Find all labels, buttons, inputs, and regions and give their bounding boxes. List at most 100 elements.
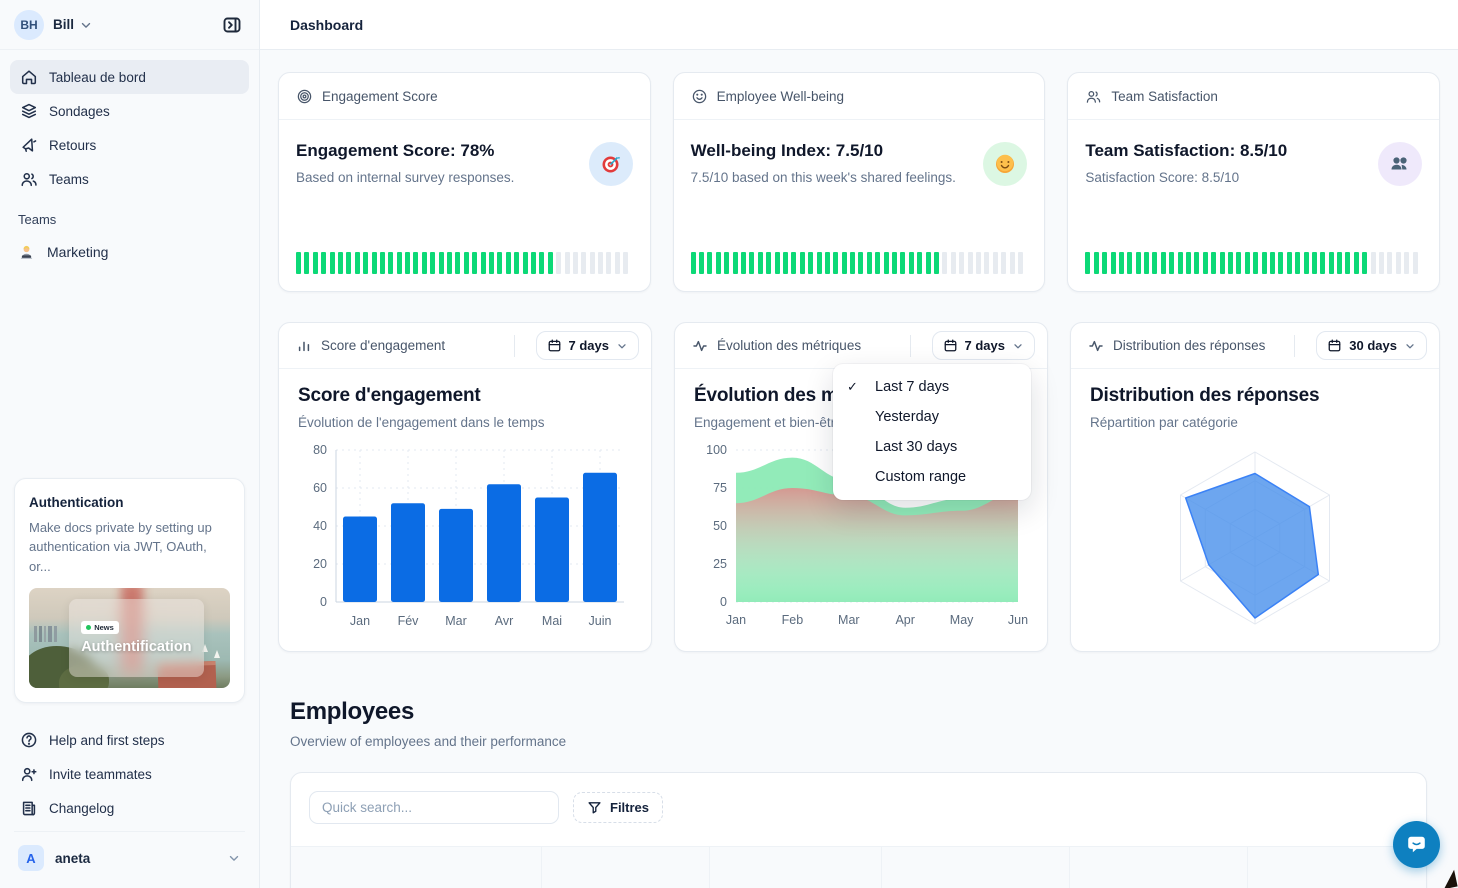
funnel-icon [587, 800, 602, 815]
help-circle-icon [20, 731, 38, 749]
teams-section-label: Teams [18, 212, 57, 227]
sidebar-item-label: Tableau de bord [49, 69, 146, 85]
calendar-icon [1327, 338, 1342, 353]
svg-text:Fév: Fév [398, 614, 420, 628]
stat-card-body: Engagement Score: 78% Based on internal … [279, 120, 650, 291]
workspace-name[interactable]: Bill [53, 17, 75, 32]
chart-card-body: Distribution des réponses Répartition pa… [1071, 369, 1439, 642]
promo-card-authentication[interactable]: Authentication Make docs private by sett… [14, 477, 245, 703]
svg-text:100: 100 [706, 443, 727, 457]
chevron-down-icon [616, 340, 628, 352]
chat-bubble-icon [1408, 836, 1425, 853]
svg-text:25: 25 [713, 557, 727, 571]
chart-card-body: Évolution des métriques Engagement et bi… [675, 369, 1047, 647]
sidebar-item-invite[interactable]: Invite teammates [10, 757, 249, 791]
svg-text:80: 80 [313, 443, 327, 457]
sidebar-footer: Help and first steps Invite teammates Ch… [0, 717, 259, 825]
column-header-team[interactable]: Team [541, 847, 709, 888]
employees-title: Employees [290, 698, 415, 725]
stat-subtitle: Satisfaction Score: 8.5/10 [1085, 170, 1240, 185]
metrics-area-chart: 0 25 50 75 100 Jan Feb Mar Apr May Jun [706, 443, 1028, 627]
activity-icon [692, 338, 708, 354]
activity-icon [1088, 338, 1104, 354]
account-row[interactable]: A aneta [10, 836, 249, 880]
sidebar-item-retours[interactable]: Retours [10, 128, 249, 162]
chart-subtitle: Évolution de l'engagement dans le temps [298, 415, 545, 430]
chart-subtitle: Répartition par catégorie [1090, 415, 1238, 430]
chart-card-header-label: Distribution des réponses [1113, 338, 1266, 353]
sidebar: BH Bill Tableau de bord Sondages Retours [0, 0, 260, 888]
chart-card-header: Score d'engagement 7 days [279, 323, 651, 369]
bar-chart-icon [296, 338, 312, 354]
calendar-icon [547, 338, 562, 353]
menu-item[interactable]: Yesterday [875, 409, 939, 425]
stat-card-body: Team Satisfaction: 8.5/10 Satisfaction S… [1068, 120, 1439, 291]
column-header-position[interactable]: Position [709, 847, 881, 888]
svg-text:Juin: Juin [589, 614, 612, 628]
sidebar-bottom: Authentication Make docs private by sett… [0, 464, 259, 888]
account-name: aneta [55, 850, 91, 866]
chart-card-score: Score d'engagement 7 days Score d'engage… [278, 322, 652, 652]
stat-subtitle: Based on internal survey responses. [296, 170, 515, 185]
panel-collapse-icon [223, 17, 241, 32]
stat-title: Well-being Index: 7.5/10 [690, 141, 884, 160]
column-header-user[interactable]: User [291, 847, 541, 888]
chat-launcher-button[interactable] [1393, 821, 1440, 868]
svg-text:20: 20 [313, 557, 327, 571]
sidebar-item-label: Retours [49, 137, 97, 153]
sidebar-item-help[interactable]: Help and first steps [10, 723, 249, 757]
workspace-row: BH Bill [0, 0, 259, 50]
menu-item[interactable]: Custom range [875, 469, 967, 485]
column-header-tasks[interactable]: Tasks [1247, 847, 1426, 888]
layers-icon [20, 102, 38, 120]
svg-text:75: 75 [713, 481, 727, 495]
sidebar-item-sondages[interactable]: Sondages [10, 94, 249, 128]
promo-title: Authentication [29, 494, 124, 510]
column-header-performance[interactable]: Performance [1069, 847, 1247, 888]
distribution-radar-chart [1180, 451, 1330, 625]
range-selector[interactable]: 7 days [931, 331, 1035, 360]
stat-card-header: Engagement Score [279, 73, 650, 120]
column-header-participation[interactable]: Participation [881, 847, 1069, 888]
stat-cards-row: Engagement Score Engagement Score: 78% B… [278, 72, 1441, 292]
workspace-avatar[interactable]: BH [14, 9, 44, 40]
chart-title: Distribution des réponses [1090, 385, 1320, 406]
svg-text:Mar: Mar [445, 614, 467, 628]
users-icon [1085, 88, 1102, 105]
svg-text:0: 0 [320, 595, 327, 609]
range-selector[interactable]: 30 days [1316, 331, 1427, 360]
menu-item[interactable]: ✓ Last 7 days [847, 379, 950, 395]
chevron-down-icon [1012, 340, 1024, 352]
sidebar-item-label: Sondages [49, 103, 110, 119]
two-users-badge [1378, 142, 1423, 186]
search-input[interactable] [309, 791, 559, 824]
promo-image[interactable]: News Authentification [29, 588, 230, 688]
stat-subtitle: 7.5/10 based on this week's shared feeli… [690, 170, 956, 185]
check-icon: ✓ [847, 379, 858, 394]
svg-text:Apr: Apr [895, 613, 914, 627]
promo-skyline [34, 626, 68, 642]
table-toolbar: Filtres [291, 773, 1426, 842]
chart-card-header: Distribution des réponses 30 days [1071, 323, 1439, 369]
sidebar-team-marketing[interactable]: Marketing [0, 233, 259, 271]
sidebar-item-teams[interactable]: Teams [10, 162, 249, 196]
calendar-icon [943, 338, 958, 353]
stat-card-body: Well-being Index: 7.5/10 7.5/10 based on… [674, 120, 1045, 291]
sidebar-item-label: Invite teammates [49, 766, 152, 782]
divider [513, 334, 515, 357]
sidebar-collapse-button[interactable] [217, 10, 247, 40]
stat-card-header-label: Team Satisfaction [1111, 88, 1218, 104]
divider [1294, 334, 1296, 357]
stat-card-satisfaction: Team Satisfaction Team Satisfaction: 8.5… [1067, 72, 1441, 292]
svg-text:Mai: Mai [542, 614, 562, 628]
svg-text:Jan: Jan [726, 613, 746, 627]
menu-item[interactable]: Last 30 days [875, 439, 958, 455]
page-title: Dashboard [290, 16, 364, 33]
sidebar-item-tableau-de-bord[interactable]: Tableau de bord [10, 60, 249, 94]
promo-sailboat [202, 644, 208, 652]
sidebar-item-changelog[interactable]: Changelog [10, 791, 249, 825]
range-selector[interactable]: 7 days [535, 331, 639, 360]
filters-button[interactable]: Filtres [573, 792, 664, 823]
svg-text:Jun: Jun [1008, 613, 1028, 627]
progress-bar [1085, 252, 1422, 274]
